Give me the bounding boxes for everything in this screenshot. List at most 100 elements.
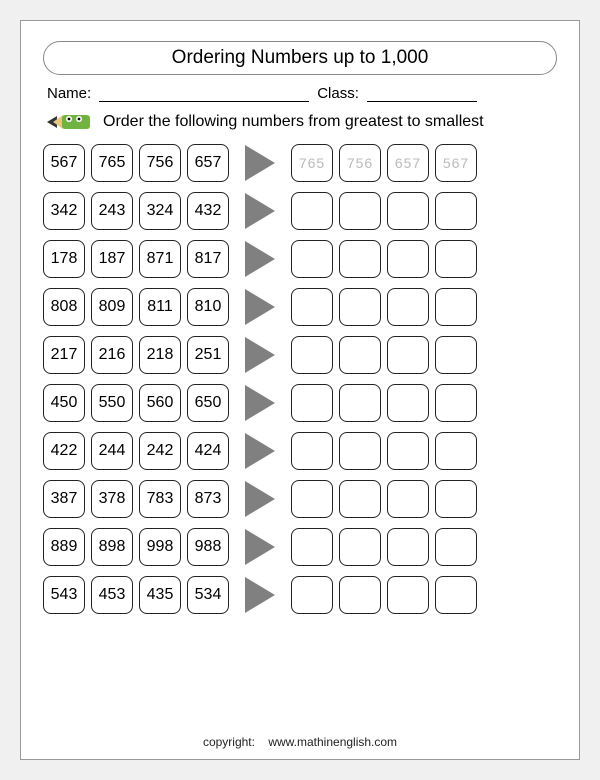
answer-box[interactable]: [387, 528, 429, 566]
answer-box[interactable]: [291, 480, 333, 518]
instruction-text: Order the following numbers from greates…: [103, 113, 484, 131]
answer-box[interactable]: [339, 192, 381, 230]
answer-box[interactable]: [291, 288, 333, 326]
given-group: 178187871817: [43, 240, 229, 278]
answer-box[interactable]: [291, 528, 333, 566]
given-number-box: 178: [43, 240, 85, 278]
answer-group: [291, 336, 477, 374]
worksheet-title: Ordering Numbers up to 1,000: [43, 41, 557, 75]
given-number-box: 765: [91, 144, 133, 182]
given-group: 543453435534: [43, 576, 229, 614]
answer-box[interactable]: 567: [435, 144, 477, 182]
given-number-box: 435: [139, 576, 181, 614]
given-number-box: 560: [139, 384, 181, 422]
answer-box[interactable]: [387, 432, 429, 470]
answer-group: [291, 240, 477, 278]
answer-box[interactable]: 756: [339, 144, 381, 182]
given-group: 342243324432: [43, 192, 229, 230]
answer-box[interactable]: [435, 240, 477, 278]
name-blank[interactable]: [99, 85, 309, 102]
answer-box[interactable]: [387, 240, 429, 278]
answer-box[interactable]: [435, 480, 477, 518]
answer-box[interactable]: [387, 480, 429, 518]
copyright-label: copyright:: [203, 735, 255, 749]
given-number-box: 242: [139, 432, 181, 470]
answer-box[interactable]: [291, 432, 333, 470]
arrow-icon: [245, 529, 275, 565]
given-number-box: 251: [187, 336, 229, 374]
problem-row: 387378783873: [43, 480, 557, 518]
problem-row: 450550560650: [43, 384, 557, 422]
answer-box[interactable]: [291, 576, 333, 614]
problem-row: 342243324432: [43, 192, 557, 230]
given-number-box: 998: [139, 528, 181, 566]
site-url: www.mathinenglish.com: [268, 735, 397, 749]
answer-group: 765756657567: [291, 144, 477, 182]
given-number-box: 650: [187, 384, 229, 422]
answer-box[interactable]: [435, 576, 477, 614]
given-group: 450550560650: [43, 384, 229, 422]
answer-box[interactable]: [291, 192, 333, 230]
given-number-box: 450: [43, 384, 85, 422]
answer-group: [291, 192, 477, 230]
given-number-box: 534: [187, 576, 229, 614]
answer-box[interactable]: [387, 576, 429, 614]
answer-box[interactable]: [435, 432, 477, 470]
answer-box[interactable]: [291, 240, 333, 278]
answer-box[interactable]: [291, 336, 333, 374]
answer-box[interactable]: [435, 336, 477, 374]
given-number-box: 898: [91, 528, 133, 566]
given-number-box: 243: [91, 192, 133, 230]
problem-row: 889898998988: [43, 528, 557, 566]
worksheet-page: Ordering Numbers up to 1,000 Name: Class…: [20, 20, 580, 760]
answer-box[interactable]: [387, 384, 429, 422]
given-number-box: 543: [43, 576, 85, 614]
answer-box[interactable]: [339, 288, 381, 326]
answer-box[interactable]: [339, 240, 381, 278]
name-label: Name:: [47, 85, 91, 102]
answer-group: [291, 432, 477, 470]
answer-group: [291, 576, 477, 614]
answer-box[interactable]: [435, 192, 477, 230]
given-number-box: 217: [43, 336, 85, 374]
answer-box[interactable]: [387, 288, 429, 326]
answer-box[interactable]: [291, 384, 333, 422]
answer-box[interactable]: [339, 480, 381, 518]
given-group: 217216218251: [43, 336, 229, 374]
answer-box[interactable]: [435, 528, 477, 566]
given-number-box: 387: [43, 480, 85, 518]
given-number-box: 810: [187, 288, 229, 326]
answer-box[interactable]: [339, 384, 381, 422]
answer-group: [291, 528, 477, 566]
answer-box[interactable]: 657: [387, 144, 429, 182]
answer-box[interactable]: [339, 336, 381, 374]
given-group: 422244242424: [43, 432, 229, 470]
given-number-box: 871: [139, 240, 181, 278]
answer-box[interactable]: [435, 288, 477, 326]
given-number-box: 424: [187, 432, 229, 470]
class-label: Class:: [317, 85, 359, 102]
answer-box[interactable]: [339, 576, 381, 614]
given-number-box: 873: [187, 480, 229, 518]
given-number-box: 432: [187, 192, 229, 230]
arrow-icon: [245, 433, 275, 469]
answer-box[interactable]: [339, 528, 381, 566]
arrow-icon: [245, 337, 275, 373]
class-blank[interactable]: [367, 85, 477, 102]
answer-group: [291, 288, 477, 326]
given-group: 387378783873: [43, 480, 229, 518]
answer-box[interactable]: 765: [291, 144, 333, 182]
answer-box[interactable]: [387, 192, 429, 230]
answer-box[interactable]: [387, 336, 429, 374]
answer-box[interactable]: [435, 384, 477, 422]
problem-row: 178187871817: [43, 240, 557, 278]
problem-row: 543453435534: [43, 576, 557, 614]
student-info-line: Name: Class:: [43, 85, 557, 102]
problem-row: 567765756657765756657567: [43, 144, 557, 182]
given-number-box: 567: [43, 144, 85, 182]
answer-box[interactable]: [339, 432, 381, 470]
arrow-icon: [245, 577, 275, 613]
given-number-box: 988: [187, 528, 229, 566]
arrow-icon: [245, 385, 275, 421]
given-number-box: 889: [43, 528, 85, 566]
